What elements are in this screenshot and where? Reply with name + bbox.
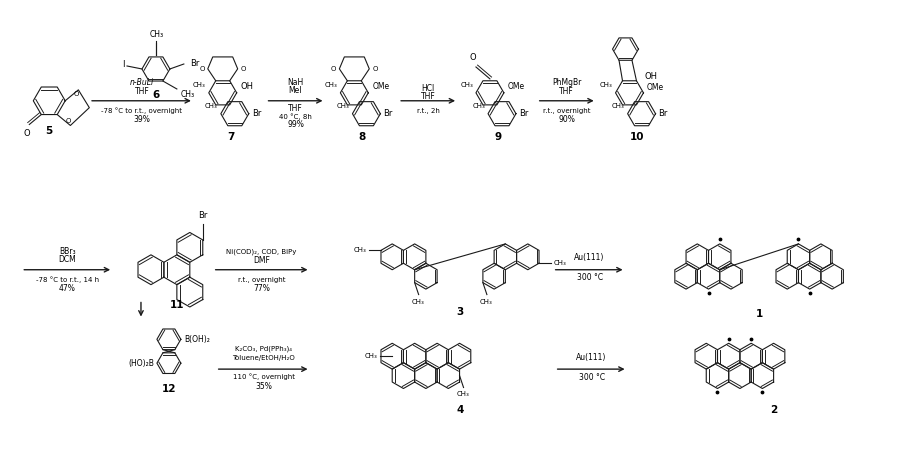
Text: NaH: NaH — [287, 78, 304, 87]
Text: 35%: 35% — [255, 381, 272, 390]
Text: CH₃: CH₃ — [365, 353, 378, 359]
Text: 300 °C: 300 °C — [578, 372, 605, 381]
Text: CH₃: CH₃ — [205, 103, 218, 109]
Text: Br: Br — [190, 58, 199, 67]
Text: CH₃: CH₃ — [480, 299, 492, 304]
Text: 47%: 47% — [59, 284, 76, 293]
Text: Au(111): Au(111) — [575, 253, 605, 262]
Text: CH₃: CH₃ — [460, 82, 473, 88]
Text: DCM: DCM — [58, 255, 76, 264]
Text: 9: 9 — [495, 131, 501, 141]
Text: 300 °C: 300 °C — [577, 273, 602, 282]
Text: Br: Br — [659, 109, 668, 118]
Text: OMe: OMe — [372, 82, 390, 92]
Text: 39%: 39% — [134, 115, 150, 124]
Text: CH₃: CH₃ — [456, 391, 469, 397]
Text: (HO)₂B: (HO)₂B — [128, 359, 154, 368]
Text: CH₃: CH₃ — [600, 82, 612, 88]
Text: 11: 11 — [169, 299, 184, 309]
Text: Br: Br — [251, 109, 262, 118]
Text: Au(111): Au(111) — [577, 353, 607, 361]
Text: -78 °C to r.t., 14 h: -78 °C to r.t., 14 h — [36, 276, 99, 283]
Text: CH₃: CH₃ — [612, 103, 624, 109]
Text: O: O — [240, 66, 246, 72]
Text: Br: Br — [519, 109, 529, 118]
Text: B(OH)₂: B(OH)₂ — [184, 335, 210, 344]
Text: OH: OH — [645, 72, 658, 81]
Text: Ni(COD)₂, COD, BiPy: Ni(COD)₂, COD, BiPy — [227, 249, 297, 255]
Text: CH₃: CH₃ — [193, 82, 205, 88]
Text: O: O — [200, 66, 204, 72]
Text: Br: Br — [198, 211, 207, 220]
Text: CH₃: CH₃ — [337, 103, 349, 109]
Text: CH₃: CH₃ — [412, 299, 424, 304]
Text: CH₃: CH₃ — [181, 90, 195, 99]
Text: 99%: 99% — [287, 120, 304, 129]
Text: CH₃: CH₃ — [554, 260, 566, 266]
Text: CH₃: CH₃ — [324, 82, 337, 88]
Text: 10: 10 — [630, 131, 645, 141]
Text: O: O — [372, 66, 378, 72]
Text: 40 °C, 8h: 40 °C, 8h — [279, 113, 312, 120]
Text: THF: THF — [134, 87, 149, 96]
Text: O: O — [23, 130, 29, 139]
Text: Br: Br — [383, 109, 392, 118]
Text: O: O — [331, 66, 336, 72]
Text: O: O — [470, 53, 476, 62]
Text: THF: THF — [559, 87, 574, 96]
Text: n-BuLi: n-BuLi — [130, 78, 154, 87]
Text: CH₃: CH₃ — [354, 247, 366, 253]
Text: 4: 4 — [456, 405, 463, 415]
Text: 77%: 77% — [253, 284, 270, 293]
Text: 8: 8 — [358, 131, 366, 141]
Text: r.t., overnight: r.t., overnight — [542, 108, 590, 114]
Text: 12: 12 — [161, 384, 176, 394]
Text: 2: 2 — [771, 405, 777, 415]
Text: 3: 3 — [457, 308, 463, 318]
Text: r.t., overnight: r.t., overnight — [238, 277, 286, 283]
Text: K₂CO₃, Pd(PPh₃)₄: K₂CO₃, Pd(PPh₃)₄ — [235, 346, 292, 352]
Text: O: O — [65, 118, 71, 124]
Text: 110 °C, overnight: 110 °C, overnight — [233, 374, 295, 381]
Text: CH₃: CH₃ — [150, 30, 164, 39]
Text: OMe: OMe — [507, 82, 525, 92]
Text: 5: 5 — [46, 125, 52, 135]
Text: CH₃: CH₃ — [472, 103, 485, 109]
Text: BBr₃: BBr₃ — [59, 247, 76, 256]
Text: 7: 7 — [227, 131, 234, 141]
Text: 1: 1 — [755, 309, 763, 319]
Text: OH: OH — [240, 82, 253, 92]
Text: DMF: DMF — [253, 256, 270, 265]
Text: MeI: MeI — [289, 87, 302, 95]
Text: PhMgBr: PhMgBr — [552, 78, 581, 87]
Text: HCl: HCl — [422, 84, 435, 93]
Text: I: I — [122, 61, 124, 69]
Text: 6: 6 — [152, 90, 159, 100]
Text: THF: THF — [288, 104, 303, 113]
Text: Toluene/EtOH/H₂O: Toluene/EtOH/H₂O — [232, 355, 295, 361]
Text: 90%: 90% — [558, 115, 575, 124]
Text: THF: THF — [421, 92, 436, 101]
Text: -78 °C to r.t., overnight: -78 °C to r.t., overnight — [101, 107, 182, 114]
Text: r.t., 2h: r.t., 2h — [416, 108, 439, 114]
Text: OMe: OMe — [647, 83, 663, 92]
Text: O: O — [74, 92, 79, 97]
